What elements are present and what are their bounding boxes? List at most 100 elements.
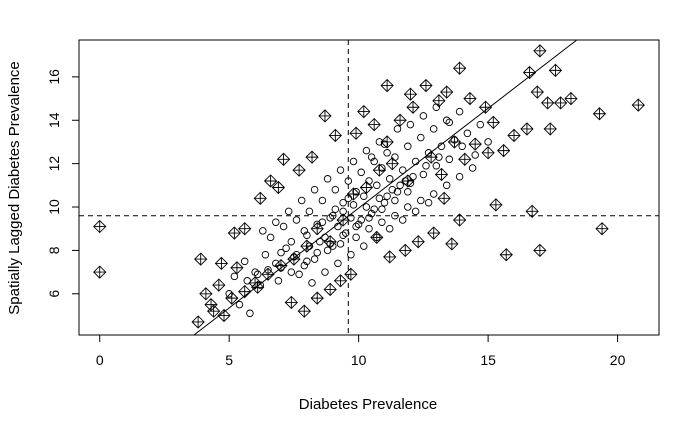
- point-circle-125: [352, 222, 360, 231]
- point-circle-24: [404, 203, 412, 211]
- point-diamond-13: [276, 152, 291, 166]
- point-circle-12: [246, 309, 254, 318]
- point-circle-112: [334, 259, 342, 268]
- point-circle-25: [417, 196, 425, 205]
- point-circle-75: [331, 185, 340, 194]
- point-diamond-70: [214, 256, 229, 271]
- point-circle-108: [380, 140, 389, 148]
- point-diamond-24: [406, 100, 420, 114]
- point-diamond-63: [300, 239, 314, 253]
- point-diamond-45: [533, 243, 547, 258]
- x-tick-label-0: 0: [96, 352, 104, 368]
- point-diamond-88: [253, 191, 267, 205]
- point-circle-7: [251, 268, 259, 276]
- y-tick-label-12: 12: [46, 156, 62, 172]
- point-circle-85: [323, 175, 332, 183]
- point-diamond-55: [401, 174, 415, 188]
- point-circle-66: [362, 203, 371, 211]
- point-circle-86: [336, 166, 345, 174]
- point-circle-63: [321, 233, 329, 242]
- point-diamond-30: [486, 115, 500, 130]
- point-diamond-50: [468, 137, 482, 151]
- point-circle-100: [406, 120, 415, 129]
- point-circle-58: [422, 162, 430, 170]
- point-diamond-35: [541, 96, 555, 110]
- point-diamond-48: [631, 98, 645, 112]
- point-diamond-58: [359, 180, 374, 195]
- point-circle-138: [432, 162, 441, 170]
- point-diamond-87: [292, 163, 306, 177]
- point-diamond-14: [284, 295, 298, 310]
- point-circle-0: [303, 231, 311, 239]
- point-diamond-1: [93, 265, 107, 279]
- point-diamond-3: [199, 287, 213, 301]
- point-diamond-22: [380, 135, 394, 149]
- point-circle-131: [341, 229, 350, 237]
- point-circle-56: [396, 181, 404, 190]
- point-diamond-10: [238, 222, 252, 236]
- point-diamond-57: [372, 163, 386, 177]
- point-diamond-18: [333, 274, 348, 288]
- point-circle-113: [347, 250, 355, 259]
- point-circle-79: [383, 149, 391, 157]
- point-circle-126: [365, 214, 373, 222]
- y-tick-label-8: 8: [46, 246, 62, 254]
- point-circle-46: [417, 133, 425, 142]
- y-tick-label-6: 6: [46, 290, 62, 298]
- point-circle-107: [393, 125, 402, 133]
- point-diamond-43: [499, 248, 513, 262]
- point-circle-27: [442, 181, 451, 190]
- point-circle-128: [391, 196, 399, 205]
- y-tick-label-10: 10: [46, 199, 62, 215]
- point-diamond-86: [305, 150, 319, 164]
- point-circle-54: [370, 205, 378, 213]
- x-tick-label-15: 15: [480, 352, 496, 368]
- point-diamond-84: [432, 94, 446, 108]
- point-diamond-32: [507, 128, 521, 143]
- point-circle-95: [300, 227, 309, 235]
- point-diamond-39: [533, 44, 547, 58]
- point-circle-47: [429, 125, 438, 133]
- point-circle-132: [354, 220, 363, 229]
- y-axis: 6 8 10 12 14 16: [46, 69, 80, 298]
- point-circle-4: [282, 244, 290, 252]
- point-circle-33: [398, 166, 407, 174]
- point-diamond-89: [271, 180, 286, 195]
- x-axis: 0 5 10 15 20: [96, 334, 626, 368]
- point-circle-114: [360, 242, 368, 250]
- point-diamond-16: [310, 291, 324, 305]
- point-circle-49: [455, 107, 464, 116]
- point-circle-10: [225, 290, 233, 298]
- point-diamond-69: [225, 291, 239, 305]
- x-tick-label-10: 10: [351, 352, 367, 368]
- point-diamond-21: [367, 117, 381, 132]
- point-circle-35: [424, 149, 433, 157]
- point-circle-68: [388, 185, 397, 194]
- point-diamond-53: [424, 150, 438, 164]
- point-diamond-23: [393, 113, 407, 127]
- point-diamond-38: [564, 91, 578, 106]
- point-circle-29: [468, 164, 477, 172]
- point-circle-39: [476, 120, 485, 129]
- point-circle-38: [463, 129, 472, 138]
- point-circle-103: [445, 118, 454, 127]
- point-circle-99: [349, 201, 358, 209]
- point-circle-6: [261, 250, 270, 259]
- point-diamond-8: [194, 252, 208, 266]
- point-diamond-51: [481, 146, 495, 160]
- point-circle-84: [310, 185, 319, 194]
- point-circle-106: [484, 138, 492, 146]
- point-circle-20: [352, 233, 360, 242]
- y-tick-label-14: 14: [46, 112, 62, 128]
- point-circle-50: [318, 218, 327, 226]
- point-circle-91: [253, 270, 262, 279]
- point-circle-71: [279, 222, 288, 231]
- point-diamond-49: [458, 152, 472, 166]
- point-circle-120: [295, 270, 303, 279]
- point-circle-93: [277, 248, 285, 257]
- point-circle-136: [406, 179, 415, 187]
- point-diamond-74: [445, 237, 459, 251]
- point-circle-74: [318, 196, 327, 205]
- point-diamond-46: [592, 107, 607, 121]
- point-circle-73: [305, 207, 314, 216]
